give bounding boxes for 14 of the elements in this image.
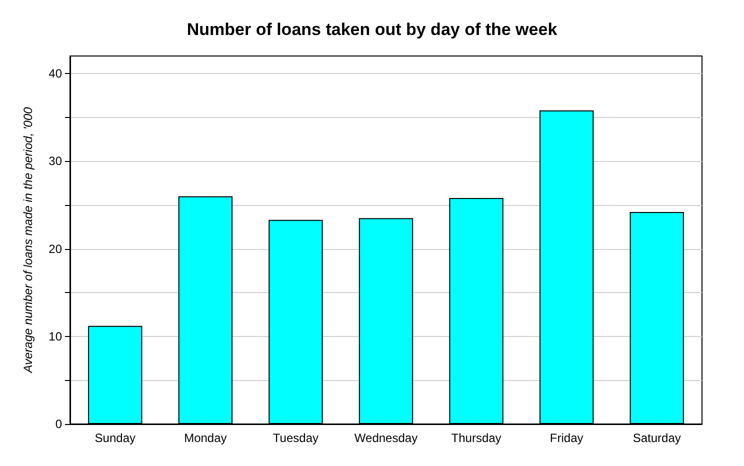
- y-tick-label: 40: [48, 66, 62, 81]
- chart-title: Number of loans taken out by day of the week: [186, 20, 558, 39]
- x-tick-label: Saturday: [632, 431, 681, 445]
- y-tick-label: 20: [48, 242, 62, 256]
- y-axis-title: Average number of loans made in the period, '000: [21, 106, 35, 374]
- x-tick-label: Sunday: [94, 431, 136, 445]
- y-tick-label: 30: [48, 154, 62, 168]
- x-tick-label: Friday: [550, 431, 584, 445]
- y-tick-label: 10: [48, 329, 62, 344]
- x-tick-label: Thursday: [451, 431, 502, 445]
- x-tick-label: Wednesday: [354, 431, 418, 445]
- y-tick-label: 0: [55, 417, 62, 431]
- x-tick-label: Tuesday: [272, 431, 319, 445]
- x-tick-label: Monday: [184, 431, 227, 445]
